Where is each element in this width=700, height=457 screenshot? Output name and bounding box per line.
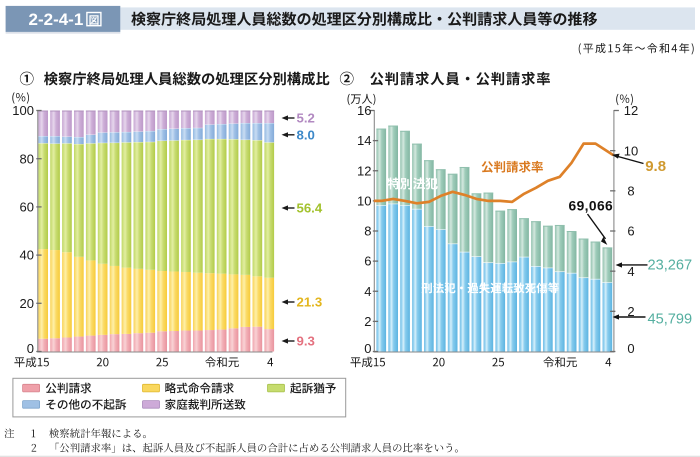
svg-text:14: 14 bbox=[357, 133, 371, 148]
svg-text:60: 60 bbox=[20, 200, 34, 215]
svg-text:45,799: 45,799 bbox=[648, 311, 693, 327]
svg-text:10: 10 bbox=[624, 143, 638, 158]
svg-text:6: 6 bbox=[364, 254, 371, 269]
svg-text:2: 2 bbox=[627, 304, 634, 319]
svg-text:0: 0 bbox=[364, 341, 371, 356]
svg-text:8: 8 bbox=[627, 183, 634, 198]
svg-text:100: 100 bbox=[12, 103, 34, 118]
svg-text:0: 0 bbox=[627, 341, 634, 356]
svg-text:8.0: 8.0 bbox=[297, 128, 315, 143]
svg-text:21.3: 21.3 bbox=[297, 295, 323, 310]
svg-text:9.8: 9.8 bbox=[645, 158, 666, 175]
svg-text:10: 10 bbox=[357, 193, 371, 208]
svg-text:20: 20 bbox=[20, 296, 34, 311]
svg-text:2: 2 bbox=[364, 314, 371, 329]
svg-text:2-2-4-1: 2-2-4-1 bbox=[29, 10, 84, 29]
svg-text:9.3: 9.3 bbox=[297, 334, 315, 349]
svg-text:16: 16 bbox=[357, 103, 371, 118]
svg-text:12: 12 bbox=[624, 103, 638, 118]
svg-text:6: 6 bbox=[627, 224, 634, 239]
svg-text:5.2: 5.2 bbox=[297, 111, 315, 126]
svg-text:4: 4 bbox=[364, 284, 371, 299]
svg-text:8: 8 bbox=[364, 224, 371, 239]
svg-text:12: 12 bbox=[357, 163, 371, 178]
svg-text:4: 4 bbox=[627, 264, 634, 279]
svg-text:56.4: 56.4 bbox=[297, 201, 323, 216]
svg-text:40: 40 bbox=[20, 248, 34, 263]
svg-text:23,267: 23,267 bbox=[648, 257, 693, 273]
svg-text:80: 80 bbox=[20, 151, 34, 166]
svg-text:0: 0 bbox=[27, 341, 34, 356]
svg-text:69,066: 69,066 bbox=[569, 199, 614, 214]
